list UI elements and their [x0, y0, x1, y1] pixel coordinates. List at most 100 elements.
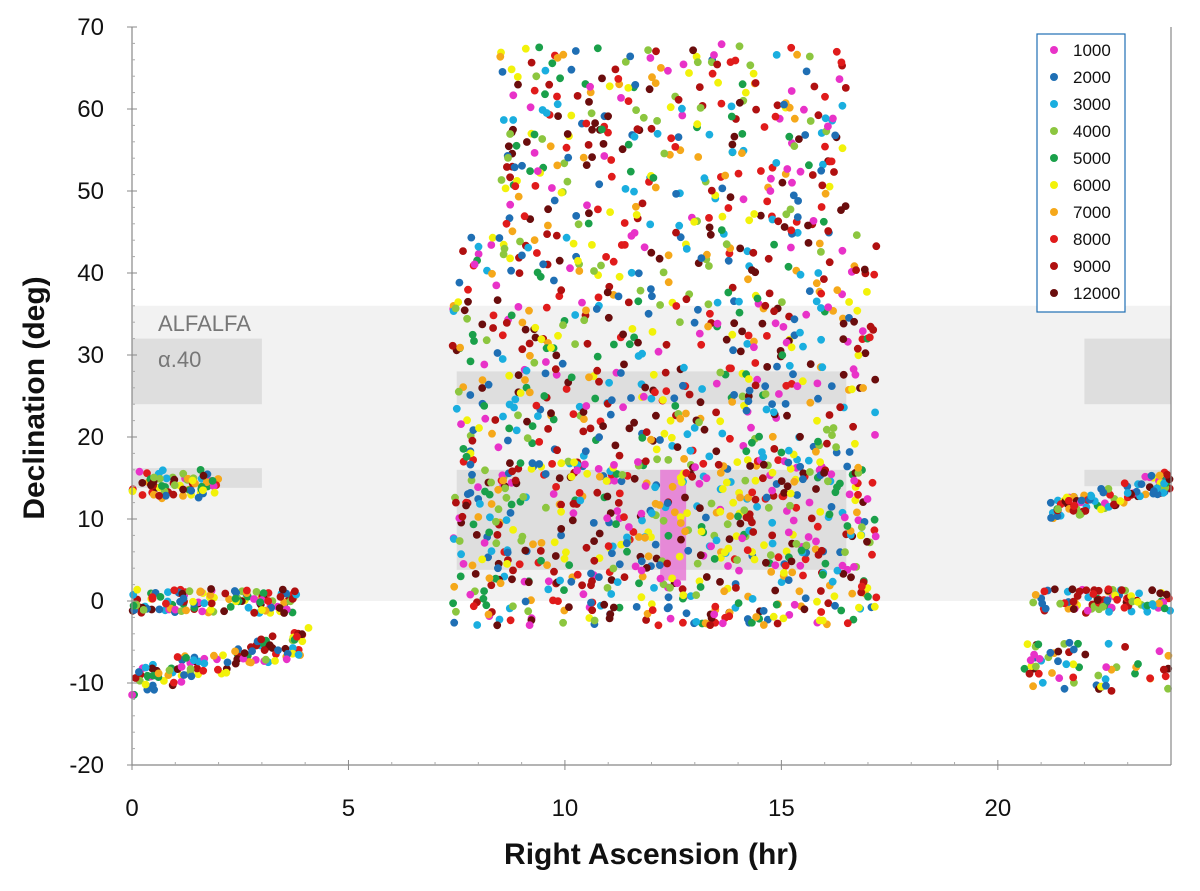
x-tick-label: 15 [768, 795, 795, 822]
data-point [807, 514, 816, 523]
data-point [849, 422, 857, 431]
data-point [796, 432, 804, 441]
data-point [870, 270, 879, 279]
data-point [1030, 650, 1038, 659]
data-point [595, 529, 604, 538]
data-point [1161, 672, 1170, 681]
data-point [557, 525, 566, 533]
x-tick-label: 20 [984, 795, 1011, 822]
data-point [456, 572, 465, 581]
data-point [780, 223, 789, 231]
data-point [1094, 671, 1103, 680]
legend-label: 3000 [1073, 95, 1111, 114]
data-point [1055, 674, 1064, 682]
data-point [631, 81, 640, 89]
data-point [185, 587, 194, 596]
data-point [503, 560, 511, 568]
data-point [540, 392, 549, 400]
data-point [773, 619, 782, 628]
data-point [624, 140, 633, 149]
data-point [828, 577, 837, 586]
data-point [609, 564, 618, 573]
data-point [557, 500, 565, 509]
data-point [651, 79, 660, 87]
data-point [459, 247, 467, 256]
data-point [492, 281, 501, 290]
data-point [636, 286, 645, 295]
data-point [1104, 585, 1113, 594]
data-point [639, 113, 648, 122]
data-point [1163, 470, 1172, 479]
data-point [679, 591, 688, 600]
data-point [707, 499, 716, 508]
data-point [632, 211, 641, 219]
data-point [857, 523, 866, 531]
data-point [624, 84, 633, 92]
data-point [199, 666, 208, 675]
data-point [585, 98, 593, 106]
data-point [705, 262, 713, 270]
data-point [785, 611, 794, 619]
data-point [755, 432, 763, 441]
data-point [182, 606, 191, 615]
data-point [692, 591, 701, 599]
data-point [853, 344, 862, 353]
data-point [785, 132, 794, 141]
data-point [647, 435, 655, 444]
data-point [699, 459, 708, 468]
data-point [787, 243, 795, 252]
x-axis-title: Right Ascension (hr) [504, 838, 798, 871]
data-point [788, 178, 796, 187]
data-point [854, 351, 863, 360]
data-point [716, 578, 724, 586]
data-point [652, 47, 660, 56]
data-point [852, 266, 860, 274]
data-point [696, 504, 704, 512]
y-tick-label: 30 [77, 342, 104, 369]
data-point [455, 537, 464, 545]
data-point [550, 567, 558, 576]
data-point [509, 526, 517, 534]
data-point [735, 98, 744, 107]
data-point [678, 111, 687, 120]
data-point [1050, 585, 1059, 594]
data-point [615, 560, 624, 569]
data-point [672, 228, 680, 237]
data-point [554, 112, 562, 120]
data-point [717, 226, 726, 235]
data-point [855, 603, 863, 612]
data-point [675, 221, 684, 230]
data-point [863, 537, 871, 546]
data-point [594, 293, 603, 302]
data-point [734, 599, 743, 607]
data-point [606, 208, 614, 217]
data-point [705, 130, 714, 139]
data-point [1047, 514, 1055, 522]
data-point [187, 672, 196, 681]
data-point [716, 469, 725, 477]
data-point [727, 112, 736, 121]
data-point [476, 500, 484, 508]
data-point [801, 131, 810, 139]
data-point [567, 111, 576, 120]
data-point [611, 441, 620, 450]
data-point [603, 492, 612, 501]
data-point [785, 361, 794, 370]
data-point [544, 585, 553, 594]
data-point [600, 152, 609, 160]
data-point [506, 254, 514, 263]
data-point [853, 306, 862, 315]
data-point [1070, 501, 1079, 510]
data-point [857, 588, 866, 597]
data-point [640, 243, 649, 252]
data-point [763, 363, 772, 371]
data-point [624, 97, 633, 105]
data-point [294, 650, 303, 659]
data-point [738, 149, 746, 158]
data-point [466, 489, 475, 497]
data-point [542, 303, 551, 312]
data-point [1083, 606, 1092, 615]
data-point [541, 66, 550, 75]
data-point [641, 383, 650, 392]
data-point [494, 485, 503, 494]
